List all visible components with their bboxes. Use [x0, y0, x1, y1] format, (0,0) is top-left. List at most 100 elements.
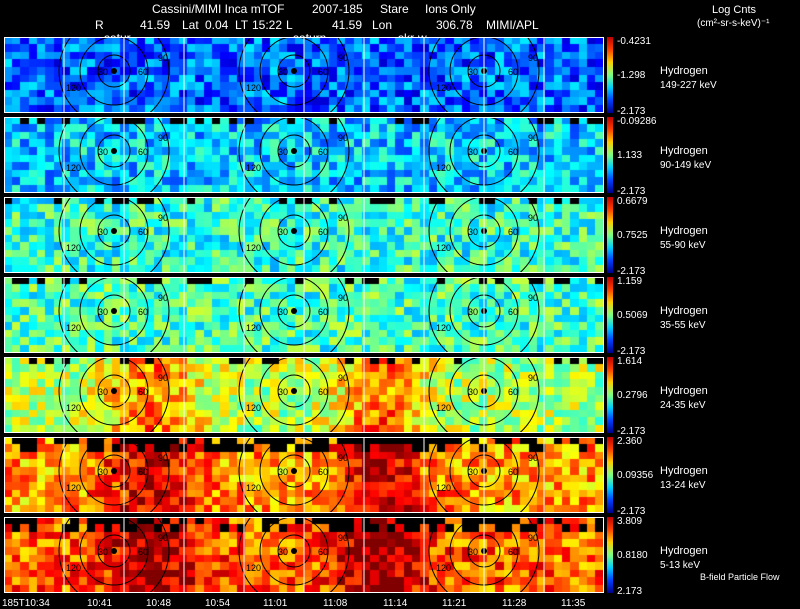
contour-label: 120 — [246, 323, 261, 333]
field-center-marker — [291, 228, 297, 234]
contour-line — [97, 534, 131, 568]
panel-border — [4, 437, 604, 513]
contour-line — [259, 197, 329, 266]
x-tick: 10:54 — [205, 598, 231, 609]
contour-label: 30 — [278, 547, 288, 557]
contour-line — [428, 37, 540, 113]
spectrogram-panel: 30 60 120 90 30 60 120 90 30 60 120 90 — [4, 117, 604, 193]
contour-label: 30 — [468, 387, 478, 397]
color-scale-max: 1.159 — [617, 276, 643, 287]
contour-overlay: 30 60 120 90 30 60 120 90 30 60 120 90 — [4, 117, 604, 193]
color-scale-max: 1.614 — [617, 356, 643, 367]
field-center-marker — [111, 388, 117, 394]
spectrogram-panel: 30 60 120 90 30 60 120 90 30 60 120 90 — [4, 357, 604, 433]
contour-line — [277, 454, 311, 488]
contour-line — [79, 37, 149, 106]
contour-line — [428, 517, 540, 593]
species-label: Hydrogen — [660, 465, 708, 477]
contour-line — [238, 517, 350, 593]
contour-label: 120 — [246, 563, 261, 573]
contour-line — [97, 54, 131, 88]
contour-label: 60 — [508, 147, 518, 157]
contour-label: 120 — [66, 163, 81, 173]
contour-label: 120 — [436, 243, 451, 253]
species-label: Hydrogen — [660, 145, 708, 157]
color-bar — [607, 197, 613, 273]
color-scale-mid: 1.133 — [617, 150, 643, 161]
color-bar — [607, 437, 613, 513]
contour-line — [428, 197, 540, 273]
contour-label: 90 — [338, 53, 348, 63]
contour-label: 120 — [66, 483, 81, 493]
units-title: Log Cnts — [712, 4, 757, 16]
lat-value: 0.04 — [205, 18, 229, 32]
spectrogram-panel: 30 60 120 90 30 60 120 90 30 60 120 90 — [4, 437, 604, 513]
contour-line — [79, 197, 149, 266]
contour-line — [259, 357, 329, 426]
panel-border — [4, 517, 604, 593]
contour-line — [238, 277, 350, 353]
energy-range-label: 90-149 keV — [660, 160, 712, 171]
contour-line — [238, 117, 350, 193]
lon-label: Lon — [372, 18, 393, 32]
contour-line — [58, 197, 170, 273]
field-center-marker — [111, 308, 117, 314]
x-tick: 10:48 — [146, 598, 172, 609]
contour-label: 90 — [158, 373, 168, 383]
r-label: R — [95, 18, 104, 32]
contour-label: 90 — [528, 213, 538, 223]
source-label: MIMI/APL — [486, 18, 539, 32]
color-scale-min: -2.173 — [617, 266, 646, 277]
color-scale-min: -2.173 — [617, 106, 646, 117]
contour-label: 30 — [278, 467, 288, 477]
contour-label: 120 — [246, 163, 261, 173]
panel-border — [4, 277, 604, 353]
x-tick: 11:21 — [442, 598, 467, 609]
color-scale-max: 0.6679 — [617, 196, 648, 207]
contour-label: 30 — [278, 227, 288, 237]
contour-line — [97, 134, 131, 168]
energy-range-label: 5-13 keV — [660, 560, 701, 571]
contour-label: 30 — [468, 227, 478, 237]
contour-label: 90 — [338, 293, 348, 303]
legend-note: B-field Particle Flow — [700, 572, 780, 582]
contour-label: 90 — [338, 213, 348, 223]
color-scale-mid: 0.8180 — [617, 550, 648, 561]
contour-overlay: 30 60 120 90 30 60 120 90 30 60 120 90 — [4, 197, 604, 273]
contour-line — [238, 437, 350, 513]
contour-overlay: 30 60 120 90 30 60 120 90 30 60 120 90 — [4, 437, 604, 513]
l-label: L — [286, 18, 293, 32]
color-scale-min: -2.173 — [617, 186, 646, 197]
color-bar — [607, 37, 613, 113]
contour-line — [58, 37, 170, 113]
field-center-marker — [291, 308, 297, 314]
contour-label: 60 — [318, 467, 328, 477]
contour-line — [79, 117, 149, 186]
l-value: 41.59 — [332, 18, 363, 32]
contour-label: 120 — [436, 563, 451, 573]
contour-label: 30 — [98, 547, 108, 557]
color-scale-mid: 0.5069 — [617, 310, 648, 321]
contour-label: 90 — [338, 373, 348, 383]
contour-label: 60 — [318, 67, 328, 77]
contour-line — [58, 277, 170, 353]
contour-label: 30 — [98, 67, 108, 77]
species-label: Hydrogen — [660, 65, 708, 77]
contour-line — [79, 357, 149, 426]
x-tick: 11:01 — [263, 598, 288, 609]
contour-line — [428, 357, 540, 433]
contour-label: 90 — [528, 533, 538, 543]
panel-border — [4, 117, 604, 193]
x-tick: 11:28 — [502, 598, 527, 609]
contour-overlay: 30 60 120 90 30 60 120 90 30 60 120 90 — [4, 517, 604, 593]
lon-value: 306.78 — [436, 18, 473, 32]
contour-line — [58, 117, 170, 193]
contour-label: 90 — [158, 453, 168, 463]
contour-line — [277, 294, 311, 328]
field-center-marker — [291, 548, 297, 554]
color-scale-max: 2.360 — [617, 436, 643, 447]
contour-line — [259, 117, 329, 186]
filter-label: Ions Only — [425, 2, 476, 16]
contour-label: 60 — [138, 467, 148, 477]
color-scale-min: -2.173 — [617, 506, 646, 517]
